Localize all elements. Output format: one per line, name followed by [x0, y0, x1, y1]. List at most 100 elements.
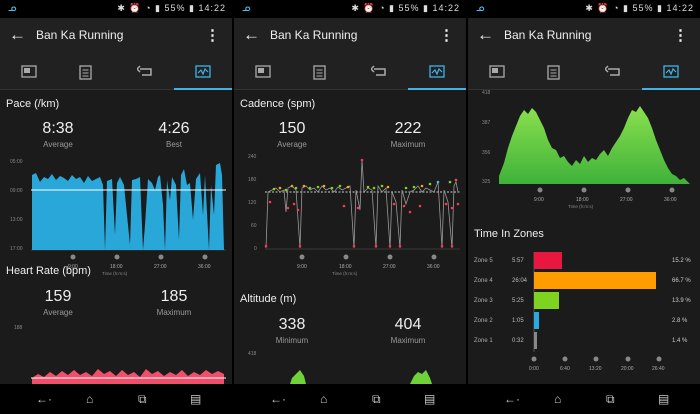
pace-x-tick: 36:00 — [198, 264, 211, 270]
home-nav-icon[interactable]: ⌂ — [554, 392, 562, 406]
laps-icon — [605, 65, 620, 76]
notes-icon — [547, 65, 560, 80]
zone-percent-label: 1.4 % — [672, 338, 688, 344]
status-icons: ✱ ⏰ ◔ ▮ 55% ▮ 14:22 — [585, 3, 694, 13]
summary-icon — [21, 65, 37, 78]
menu-nav-icon[interactable]: ▤ — [658, 392, 670, 406]
activity-title: Ban Ka Running — [504, 28, 592, 42]
alt-y-tick: 356 — [482, 150, 491, 156]
carrier-icon: ᓄ — [476, 3, 485, 14]
back-nav-icon[interactable]: ←· — [270, 392, 286, 406]
overflow-menu-icon[interactable]: ⋮ — [439, 27, 454, 44]
heart-rate-chart: 188 — [14, 325, 226, 384]
pace-best-label: Best — [165, 140, 182, 149]
cadence-y-tick: 60 — [251, 223, 257, 229]
cadence-average-value: 150 — [278, 120, 306, 137]
zones-x-tick: 0:00 — [529, 366, 539, 372]
hr-average-value: 159 — [44, 288, 72, 305]
carrier-icon: ᓄ — [242, 3, 251, 14]
charts-icon — [195, 65, 211, 78]
overflow-menu-icon[interactable]: ⋮ — [673, 27, 688, 44]
carrier-icon: ᓄ — [8, 3, 17, 14]
recents-nav-icon[interactable]: ⧉ — [372, 392, 381, 406]
cadence-y-tick: 240 — [248, 154, 257, 160]
tab-notes[interactable] — [292, 54, 350, 90]
cadence-line — [265, 159, 459, 249]
pace-best-value: 4:26 — [158, 120, 190, 137]
alt-x-tick: 9:00 — [534, 197, 544, 203]
overflow-menu-icon[interactable]: ⋮ — [205, 27, 220, 44]
altitude-y-tick: 418 — [248, 351, 257, 357]
app-bar: ← Ban Ka Running ⋮ — [0, 18, 232, 54]
tab-summary[interactable] — [468, 54, 526, 90]
zone-time-label: 5:57 — [512, 258, 524, 264]
zone-percent-label: 13.9 % — [672, 298, 691, 304]
tab-notes[interactable] — [58, 54, 116, 90]
cadence-x-tick: 36:00 — [427, 264, 440, 270]
cadence-maximum-value: 222 — [394, 120, 422, 137]
zone-bar — [534, 312, 540, 329]
zones-panel: ᓄ ✱ ⏰ ◔ ▮ 55% ▮ 14:22 ← Ban Ka Running ⋮… — [468, 0, 700, 414]
status-icons: ✱ ⏰ ◔ ▮ 55% ▮ 14:22 — [117, 3, 226, 13]
back-nav-icon[interactable]: ←· — [36, 392, 52, 406]
zones-title: Time In Zones — [474, 228, 544, 240]
pace-y-tick: 05:00 — [10, 159, 23, 165]
tab-bar — [0, 54, 232, 90]
cadence-x-tick: 27:00 — [383, 264, 396, 270]
tab-laps[interactable] — [350, 54, 408, 90]
cadence-panel: ᓄ ✱ ⏰ ◔ ▮ 55% ▮ 14:22 ← Ban Ka Running ⋮… — [234, 0, 466, 414]
alt-x-axis-label: Time (h:m:s) — [568, 204, 594, 209]
zone-time-label: 26:04 — [512, 278, 528, 284]
back-nav-icon[interactable]: ←· — [504, 392, 520, 406]
pace-area — [32, 163, 224, 250]
recents-nav-icon[interactable]: ⧉ — [606, 392, 615, 406]
battery-text: 55% — [164, 3, 186, 13]
zones-axis: 0:00 6:40 13:20 20:00 26:40 — [529, 252, 665, 372]
system-nav-bar: ←· ⌂ ⧉ ▤ — [0, 384, 232, 414]
heart-rate-area — [32, 369, 224, 384]
back-arrow-icon[interactable]: ← — [9, 25, 26, 44]
zone-label: Zone 1 — [474, 338, 493, 344]
alt-y-tick: 418 — [482, 90, 491, 96]
menu-nav-icon[interactable]: ▤ — [424, 392, 436, 406]
hr-y-tick: 188 — [14, 325, 23, 331]
laps-icon — [137, 65, 152, 76]
menu-nav-icon[interactable]: ▤ — [190, 392, 202, 406]
battery-text: 55% — [398, 3, 420, 13]
tab-laps[interactable] — [584, 54, 642, 90]
altitude-minimum-value: 338 — [278, 316, 306, 333]
tab-summary[interactable] — [234, 54, 292, 90]
zone-bar — [534, 252, 562, 269]
tab-summary[interactable] — [0, 54, 58, 90]
altitude-mini-chart: 418 — [248, 351, 432, 384]
tab-laps[interactable] — [116, 54, 174, 90]
altitude-area — [499, 106, 690, 184]
zone-label: Zone 4 — [474, 278, 493, 284]
zone-label: Zone 5 — [474, 258, 493, 264]
laps-icon — [371, 65, 386, 76]
alt-y-tick: 325 — [482, 179, 491, 185]
zone-label: Zone 3 — [474, 298, 493, 304]
pace-chart: 05:00 09:00 13:00 17:00 9:00 18:00 27:00… — [10, 159, 226, 276]
alt-x-tick: 18:00 — [576, 197, 589, 203]
pace-label: Pace (/km) — [6, 98, 60, 110]
hr-maximum-value: 185 — [160, 288, 188, 305]
activity-title: Ban Ka Running — [270, 28, 358, 42]
zones-x-tick: 20:00 — [621, 366, 634, 372]
cadence-chart: 240 180 120 60 0 9:00 18:00 27:00 36:00 … — [248, 154, 460, 276]
altitude-minimum-label: Minimum — [275, 336, 309, 345]
back-arrow-icon[interactable]: ← — [477, 25, 494, 44]
zone-bar — [534, 292, 560, 309]
zone-time-label: 0:32 — [512, 338, 524, 344]
zone-bar — [534, 272, 657, 289]
home-nav-icon[interactable]: ⌂ — [86, 392, 94, 406]
zone-time-label: 5:25 — [512, 298, 524, 304]
zones-x-tick: 6:40 — [560, 366, 570, 372]
back-arrow-icon[interactable]: ← — [243, 25, 260, 44]
tab-charts[interactable] — [642, 54, 700, 90]
recents-nav-icon[interactable]: ⧉ — [138, 392, 147, 406]
tab-notes[interactable] — [526, 54, 584, 90]
tab-charts[interactable] — [174, 54, 232, 90]
tab-charts[interactable] — [408, 54, 466, 90]
home-nav-icon[interactable]: ⌂ — [320, 392, 328, 406]
